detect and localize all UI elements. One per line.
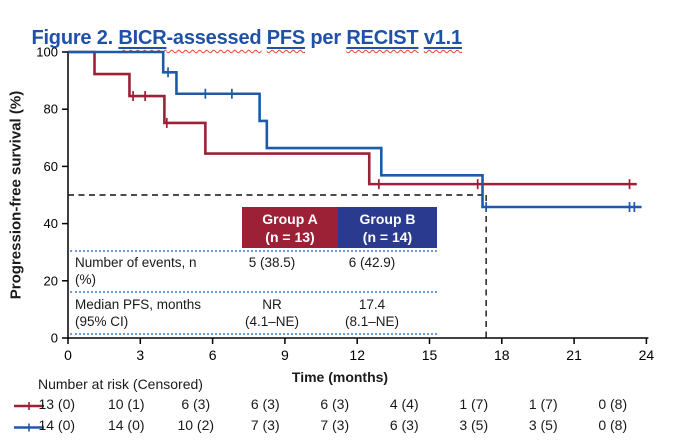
risk-value: 3 (5) [459,417,489,433]
x-tick-label: 6 [209,347,217,363]
x-tick-label: 12 [349,347,365,363]
x-tick-label: 15 [422,347,438,363]
group-b-name: Group B [359,211,416,227]
y-tick-label: 40 [44,216,58,231]
x-tick-label: 18 [494,347,510,363]
risk-value: 4 (4) [389,396,419,412]
risk-value: 0 (8) [598,417,628,433]
risk-value: 6 (3) [320,396,350,412]
summary-table: Group A (n = 13) Group B (n = 14) Number… [70,207,440,335]
x-tick-label: 0 [64,347,72,363]
risk-value: 1 (7) [528,396,558,412]
y-tick-label: 0 [51,331,58,346]
risk-value: 14 (0) [107,417,145,433]
number-at-risk-heading: Number at risk (Censored) [38,376,203,392]
risk-value: 6 (3) [181,396,211,412]
y-tick-label: 80 [44,102,58,117]
title-segment-underlined: RECIST [346,27,419,49]
title-segment-underlined: BICR [118,27,167,49]
group-a-name: Group A [262,211,318,227]
events-group-a-value: 5 (38.5) [248,255,296,270]
risk-value: 0 (8) [598,396,628,412]
y-tick-label: 20 [44,273,58,288]
risk-value: 6 (3) [250,396,280,412]
y-tick-label: 60 [44,159,58,174]
figure-title: Figure 2. BICR-assessed PFS per RECIST v… [31,27,462,49]
table-divider [70,250,437,252]
title-segment-underlined: PFS [266,27,306,49]
risk-value: 7 (3) [320,417,350,433]
risk-value: 3 (5) [528,417,558,433]
risk-value: 10 (2) [177,417,215,433]
events-group-b-value: 6 (42.9) [348,255,396,270]
median-pfs-group-a-value: NR (4.1–NE) [244,297,300,329]
x-tick-label: 21 [566,347,582,363]
table-divider [70,333,437,335]
y-axis-title: Progression-free survival (%) [7,90,25,300]
km-curve-group-b [68,50,642,209]
title-segment: Figure 2. [31,27,119,49]
x-axis-title: Time (months) [291,369,389,385]
risk-value: 7 (3) [250,417,280,433]
x-tick-label: 24 [639,347,655,363]
table-divider [70,291,437,293]
events-row-label: Number of events, n (%) [75,255,197,287]
group-a-header: Group A (n = 13) [242,207,338,248]
median-pfs-group-b-value: 17.4 (8.1–NE) [344,297,400,329]
group-a-n: (n = 13) [265,229,315,245]
risk-value: 6 (3) [389,417,419,433]
risk-value: 10 (1) [107,396,145,412]
x-tick-label: 9 [281,347,289,363]
risk-value: 1 (7) [459,396,489,412]
x-tick-label: 3 [136,347,144,363]
title-segment-spellcheck: -assessed [166,27,262,49]
median-pfs-row-label: Median PFS, months (95% CI) [75,297,202,329]
risk-value: 14 (0) [38,417,76,433]
title-segment-underlined: v1.1 [423,27,462,49]
group-b-header: Group B (n = 14) [338,207,437,248]
risk-row-group-a: 13 (0) 10 (1) 6 (3) 6 (3) 6 (3) 4 (4) 1 … [22,396,648,417]
risk-value: 13 (0) [38,396,76,412]
group-b-n: (n = 14) [362,229,413,245]
risk-row-group-b: 14 (0) 14 (0) 10 (2) 7 (3) 7 (3) 6 (3) 3… [22,417,648,438]
